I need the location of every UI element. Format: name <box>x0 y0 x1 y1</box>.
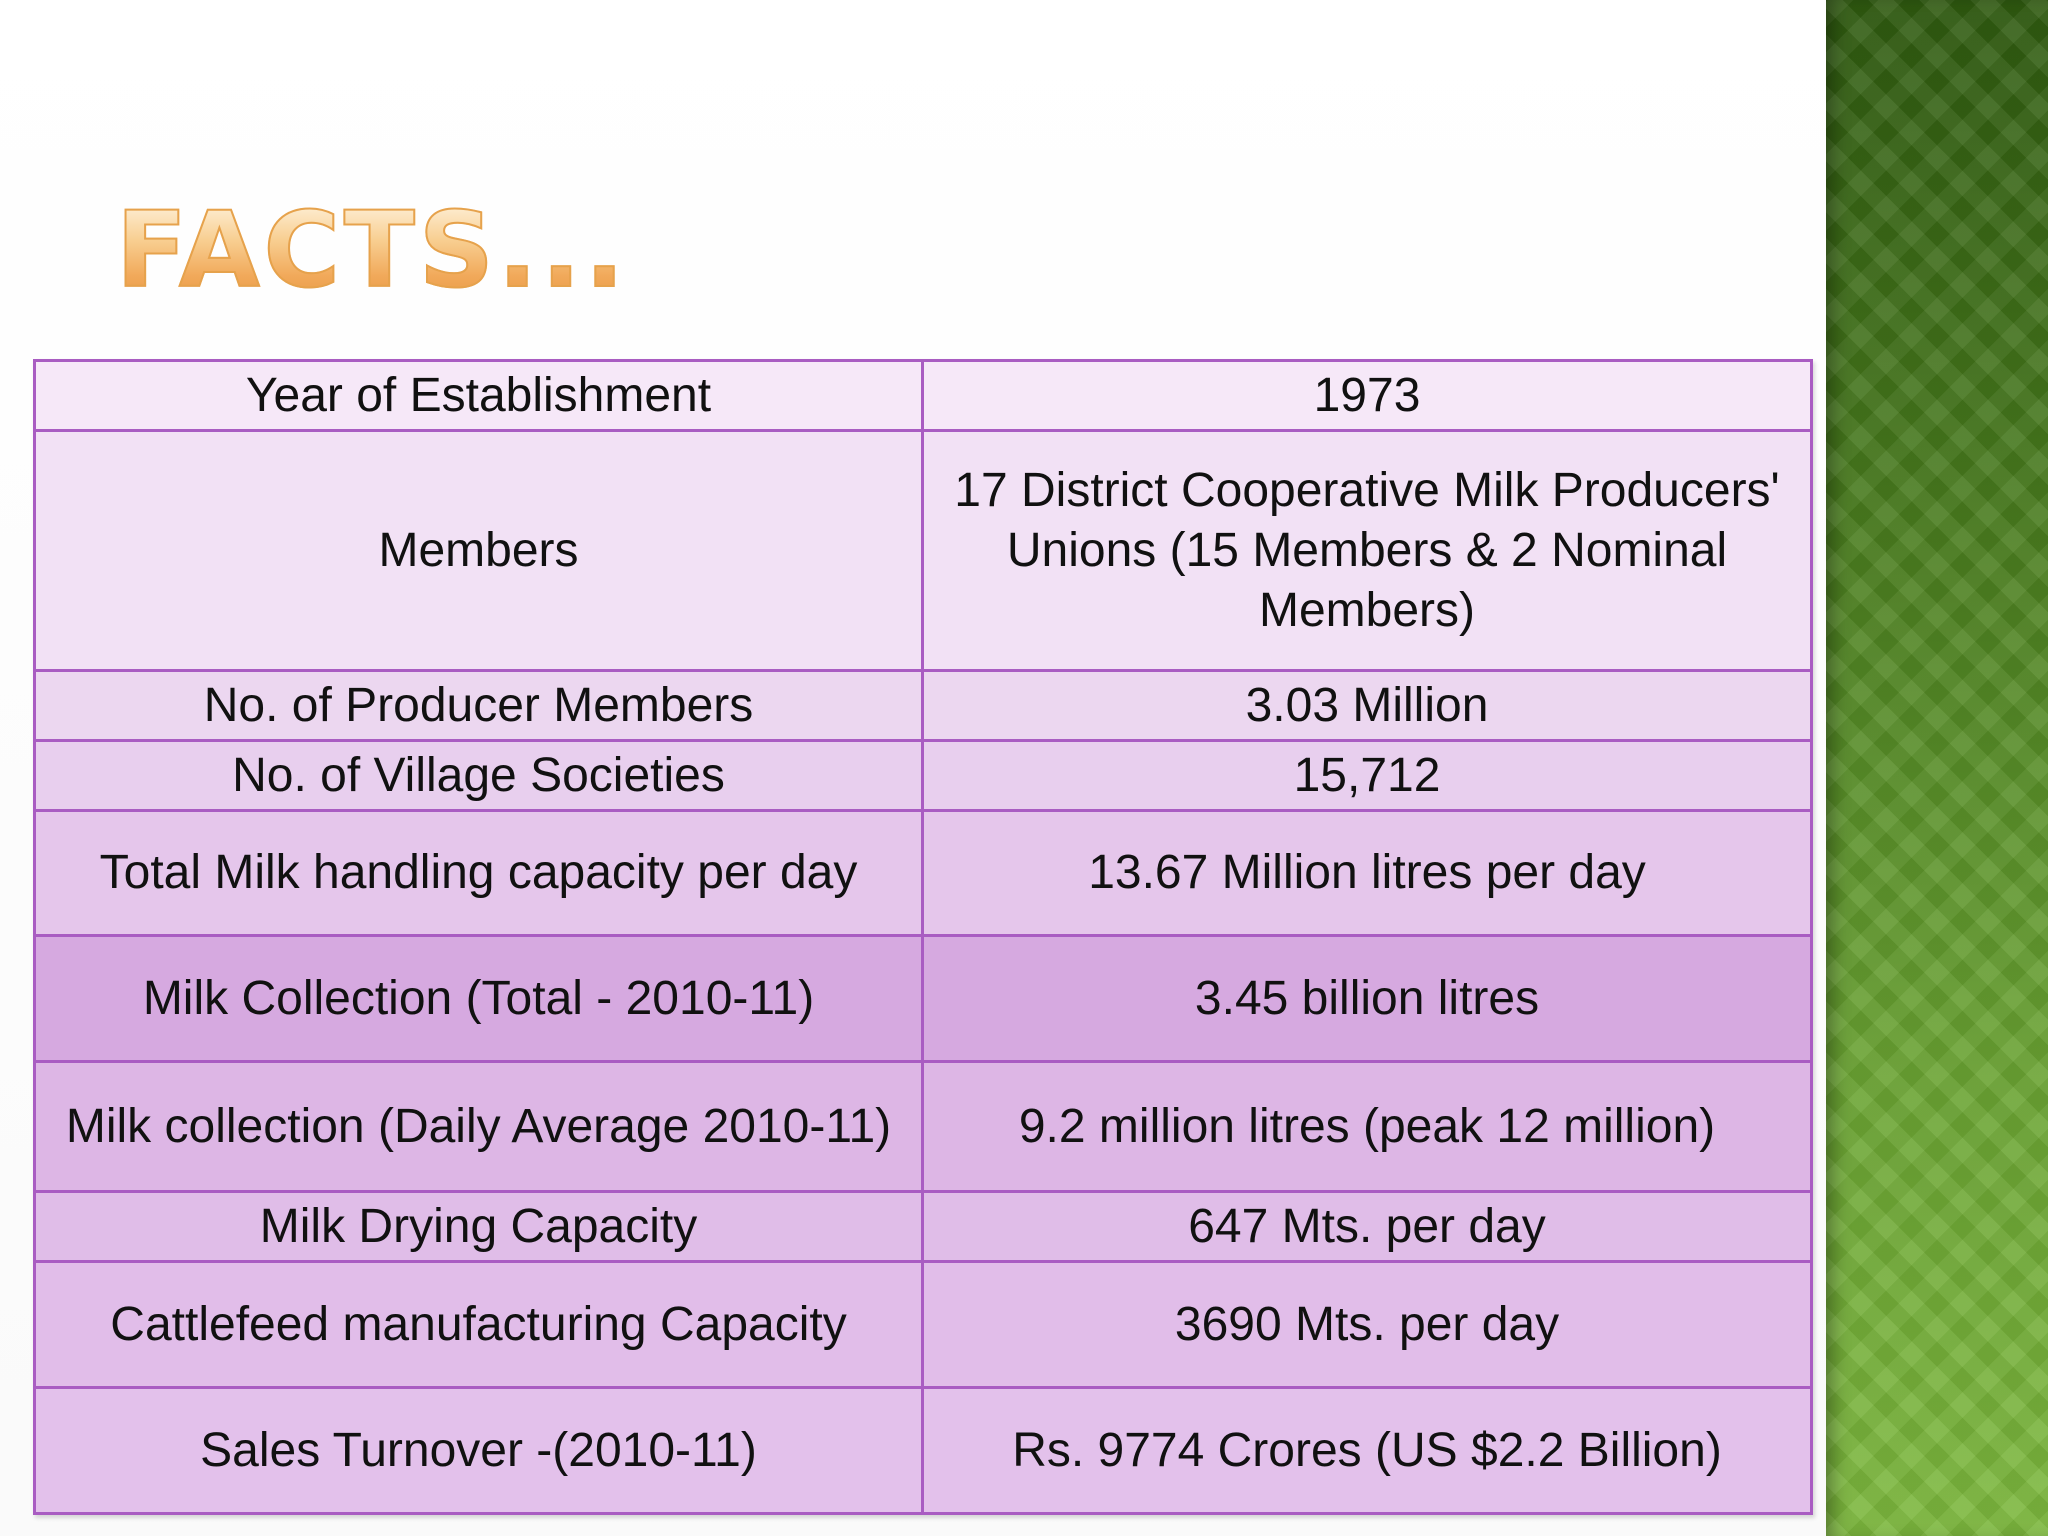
slide-title: FACTS... <box>115 189 629 311</box>
table-row: Year of Establishment 1973 <box>33 359 1813 432</box>
fact-label: Sales Turnover -(2010-11) <box>33 1386 924 1515</box>
fact-label: Total Milk handling capacity per day <box>33 809 924 937</box>
table-row: No. of Producer Members 3.03 Million <box>33 669 1813 742</box>
fact-label: Members <box>33 429 924 672</box>
fact-label: Cattlefeed manufacturing Capacity <box>33 1260 924 1389</box>
fact-value: 3690 Mts. per day <box>921 1260 1813 1389</box>
fact-label: No. of Village Societies <box>33 739 924 812</box>
fact-value: 17 District Cooperative Milk Producers' … <box>921 429 1813 672</box>
table-row: Cattlefeed manufacturing Capacity 3690 M… <box>33 1260 1813 1389</box>
fact-label: No. of Producer Members <box>33 669 924 742</box>
facts-table: Year of Establishment 1973 Members 17 Di… <box>33 359 1813 1515</box>
fact-value: 13.67 Million litres per day <box>921 809 1813 937</box>
table-row: Milk Drying Capacity 647 Mts. per day <box>33 1190 1813 1263</box>
fact-value: 647 Mts. per day <box>921 1190 1813 1263</box>
fact-value: Rs. 9774 Crores (US $2.2 Billion) <box>921 1386 1813 1515</box>
fact-label: Milk Drying Capacity <box>33 1190 924 1263</box>
table-row: No. of Village Societies 15,712 <box>33 739 1813 812</box>
table-row: Members 17 District Cooperative Milk Pro… <box>33 429 1813 672</box>
fact-value: 1973 <box>921 359 1813 432</box>
fact-value: 3.45 billion litres <box>921 934 1813 1063</box>
fact-label: Milk collection (Daily Average 2010-11) <box>33 1060 924 1193</box>
table-row: Sales Turnover -(2010-11) Rs. 9774 Crore… <box>33 1386 1813 1515</box>
fact-value: 3.03 Million <box>921 669 1813 742</box>
fact-label: Milk Collection (Total - 2010-11) <box>33 934 924 1063</box>
table-row: Total Milk handling capacity per day 13.… <box>33 809 1813 937</box>
fact-value: 9.2 million litres (peak 12 million) <box>921 1060 1813 1193</box>
fact-value: 15,712 <box>921 739 1813 812</box>
decorative-green-sidebar <box>1826 0 2048 1536</box>
table-row: Milk collection (Daily Average 2010-11) … <box>33 1060 1813 1193</box>
table-row: Milk Collection (Total - 2010-11) 3.45 b… <box>33 934 1813 1063</box>
fact-label: Year of Establishment <box>33 359 924 432</box>
